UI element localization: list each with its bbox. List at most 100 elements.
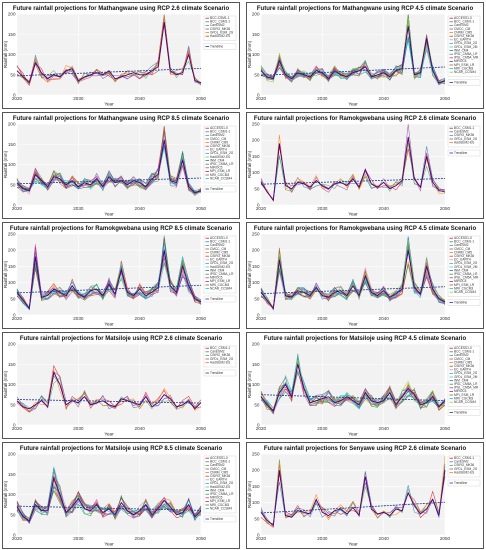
x-tick-label: 2050	[440, 96, 451, 101]
x-tick-label: 2040	[135, 536, 146, 541]
legend-label: HadGEM2-ES	[210, 155, 230, 159]
trendline	[260, 394, 446, 402]
legend-label: CSIRO_MK36	[454, 463, 474, 467]
trend-legend-label: Trendline	[210, 45, 223, 49]
plot-area	[261, 124, 445, 205]
x-axis-label: Year	[348, 102, 358, 107]
chart-title: Future rainfall projections for Matsiloj…	[20, 446, 223, 452]
plot-area	[261, 234, 445, 315]
y-tick-label: 150	[8, 264, 16, 269]
legend-label: CMCC_CM	[454, 247, 471, 251]
x-tick-label: 2020	[12, 426, 23, 431]
x-tick-label: 2050	[440, 206, 451, 211]
x-tick-label: 2050	[196, 536, 207, 541]
legend-label: BCC_CSM1-1	[210, 130, 230, 134]
y-tick-label: 50	[254, 402, 260, 407]
y-tick-label: 0	[257, 203, 260, 208]
trendline	[16, 399, 202, 404]
trend-legend-label: Trendline	[454, 481, 467, 485]
legend-label: EC_EARTH	[454, 38, 472, 42]
legend-box	[447, 235, 481, 297]
y-tick-label: 200	[8, 452, 16, 457]
y-axis-label: Rainfall (mm)	[3, 370, 8, 398]
legend-label: CMCC_CM	[454, 27, 471, 31]
y-axis-label: Rainfall (mm)	[3, 260, 8, 288]
legend-label: IPSL_CM5A_LR	[454, 272, 478, 276]
x-tick-label: 2040	[379, 96, 390, 101]
legend-label: IPSL_CM5A_LR	[210, 272, 234, 276]
trend-legend-box	[447, 79, 481, 86]
x-tick-label: 2040	[135, 206, 146, 211]
x-tick-label: 2050	[440, 316, 451, 321]
y-tick-label: 150	[252, 264, 260, 269]
legend-label: EC_EARTH	[210, 478, 228, 482]
legend-label: CanESM2	[454, 353, 469, 357]
chart-title: Future rainfall projections for Ramokgwe…	[10, 226, 233, 232]
x-axis-label: Year	[104, 542, 114, 547]
y-tick-label: 200	[8, 122, 16, 127]
y-tick-label: 0	[13, 423, 16, 428]
legend-label: HadGEM2-ES	[210, 34, 230, 38]
legend-label: NCAR_CCSM4	[210, 286, 232, 290]
chart-svg: Future rainfall projections for Matsiloj…	[3, 336, 237, 437]
x-tick-label: 2020	[256, 536, 267, 541]
legend-label: CMCC_CM	[210, 467, 227, 471]
series-line-BCC-CSM1-1	[16, 24, 202, 86]
legend-label: INM_CM4	[454, 378, 469, 382]
legend-label: GFDL_ESM_2G	[210, 481, 234, 485]
legend-label: NCAR_CCSM4	[454, 290, 476, 294]
chart-panel-7: Future rainfall projections for Matsiloj…	[2, 332, 240, 439]
chart-title: Future rainfall projections for Mathangw…	[13, 116, 230, 122]
legend-box	[447, 455, 481, 478]
y-axis-label: Rainfall (mm)	[247, 260, 252, 288]
series-line-HadGEM2-ES	[260, 456, 446, 527]
x-tick-label: 2030	[73, 206, 84, 211]
legend-box	[447, 15, 481, 77]
legend-label: CanESM2	[210, 350, 225, 354]
legend-label: MIROC5	[210, 496, 223, 500]
legend-label: GFDL_ESM_2M	[454, 375, 478, 379]
trend-legend-box	[203, 515, 237, 523]
legend-label: INM_CM4	[210, 488, 225, 492]
x-tick-label: 2020	[256, 96, 267, 101]
plot-area	[17, 234, 201, 315]
trend-legend-box	[203, 295, 237, 303]
x-tick-label: 2040	[379, 426, 390, 431]
legend-label: CNRM_CM5	[210, 470, 228, 474]
legend-label: ACCESS1-0	[210, 236, 228, 240]
y-tick-label: 0	[257, 93, 260, 98]
x-tick-label: 2030	[73, 316, 84, 321]
legend-label: IPSL_CM5A_LR	[454, 382, 478, 386]
legend-label: CSIRO_MK36	[210, 144, 230, 148]
y-tick-label: 0	[13, 93, 16, 98]
legend-label: BCC_CSM1-1	[454, 20, 474, 24]
legend-label: MRI_CGCM3	[210, 503, 229, 507]
legend-label: MIROC5	[210, 276, 223, 280]
chart-title: Future rainfall projections for Mathangw…	[257, 6, 474, 12]
legend-label: MIROC5	[454, 279, 467, 283]
x-tick-label: 2020	[256, 206, 267, 211]
y-tick-label: 100	[8, 280, 16, 285]
legend-label: INM_CM4	[454, 48, 469, 52]
legend-label: BCC_CSM1-1	[210, 20, 230, 24]
legend-label: MPI_ESM_LR	[454, 393, 475, 397]
ensemble-line	[16, 140, 202, 194]
legend-label: CSIRO_MK36	[454, 364, 474, 368]
ensemble-line	[16, 370, 202, 410]
series-line-IPSL_CM5A_MR	[260, 356, 446, 412]
chart-title: Future rainfall projections for Ramokgwe…	[254, 116, 477, 122]
ensemble-line	[16, 476, 202, 522]
legend-label: CNRM_CM5	[210, 250, 228, 254]
y-tick-label: 50	[254, 186, 260, 191]
legend-label: NCAR_CCSM4	[454, 70, 476, 74]
trend-legend-label: Trendline	[210, 371, 223, 375]
legend-label: CNRM_CM5	[454, 250, 472, 254]
legend-label: GFDL_ESM_2G	[210, 151, 234, 155]
x-tick-label: 2040	[135, 426, 146, 431]
y-tick-label: 200	[252, 468, 260, 473]
y-tick-label: 0	[257, 313, 260, 318]
trend-legend-label: Trendline	[454, 151, 467, 155]
y-tick-label: 200	[252, 138, 260, 143]
legend-label: MPI_ESM_LR	[454, 63, 475, 67]
